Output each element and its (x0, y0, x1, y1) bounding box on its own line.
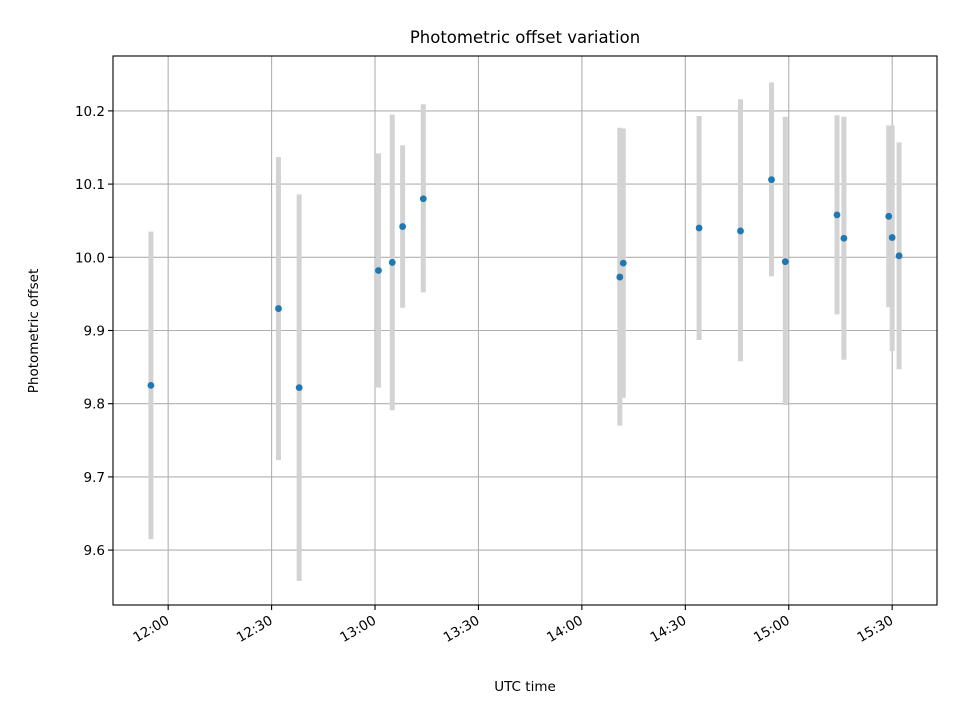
y-tick-label: 10.0 (75, 250, 105, 266)
y-tick-label: 9.6 (84, 543, 105, 559)
y-tick-label: 10.2 (75, 104, 105, 120)
data-point (895, 252, 903, 260)
y-tick-label: 9.7 (84, 470, 105, 486)
data-point (833, 211, 841, 219)
chart-title: Photometric offset variation (410, 28, 640, 47)
data-point (419, 195, 427, 203)
x-tick-label: 13:00 (337, 613, 379, 646)
data-point (888, 234, 896, 241)
x-tick-label: 12:00 (130, 613, 172, 646)
y-axis-ticks: 9.6 9.7 9.8 9.9 10.0 10.1 10.2 (75, 104, 113, 559)
y-tick-label: 10.1 (75, 177, 105, 193)
grid (113, 56, 937, 605)
x-tick-label: 14:00 (544, 613, 586, 646)
data-point (375, 267, 382, 274)
x-tick-label: 15:30 (854, 613, 896, 646)
data-point (885, 212, 893, 220)
x-tick-label: 13:30 (441, 613, 483, 646)
data-point (295, 384, 303, 391)
x-axis-ticks: 12:00 12:30 13:00 13:30 14:00 14:30 15:00 15:30 (130, 605, 896, 646)
data-point (768, 176, 775, 184)
y-tick-label: 9.8 (84, 397, 105, 413)
data-point (619, 259, 627, 267)
data-points (147, 176, 903, 391)
data-point (147, 382, 155, 389)
y-axis-label: Photometric offset (26, 269, 42, 393)
data-point (737, 227, 744, 235)
data-point (840, 234, 848, 242)
y-tick-label: 9.9 (84, 324, 105, 340)
data-point (399, 223, 407, 230)
data-point (388, 259, 396, 266)
x-axis-label: UTC time (494, 679, 556, 695)
data-point (275, 305, 282, 312)
x-tick-label: 12:30 (234, 613, 276, 646)
data-point (781, 258, 789, 266)
data-point (695, 224, 703, 232)
x-tick-label: 15:00 (751, 613, 793, 646)
data-point (616, 273, 624, 281)
error-bars (148, 82, 902, 581)
x-tick-label: 14:30 (648, 613, 690, 646)
